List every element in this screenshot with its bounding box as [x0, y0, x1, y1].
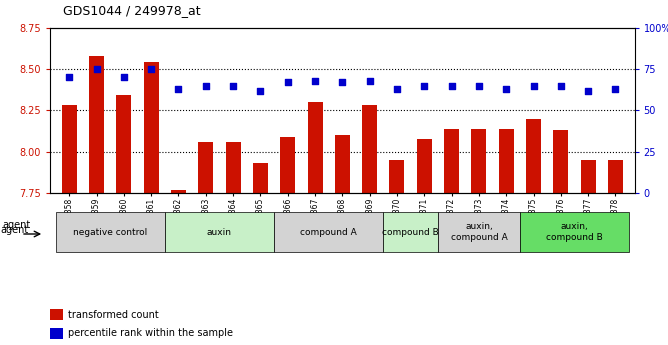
Text: GDS1044 / 249978_at: GDS1044 / 249978_at [63, 4, 201, 17]
Bar [50, 309, 63, 320]
Bar [171, 190, 186, 193]
Point [364, 78, 375, 83]
Bar [116, 96, 132, 193]
Point [64, 75, 75, 80]
Point [610, 86, 621, 92]
Bar [226, 142, 240, 193]
Point [283, 79, 293, 85]
Point [528, 83, 539, 88]
Bar [580, 160, 596, 193]
Point [556, 83, 566, 88]
Bar [553, 130, 568, 193]
Point [92, 66, 102, 72]
Point [255, 88, 266, 93]
Bar [417, 139, 432, 193]
Bar [55, 212, 165, 252]
Bar [307, 102, 323, 193]
Text: transformed count: transformed count [67, 310, 158, 319]
Text: agent: agent [3, 220, 31, 230]
Point [173, 86, 184, 92]
Bar [253, 164, 268, 193]
Text: auxin,
compound B: auxin, compound B [546, 222, 603, 242]
Bar [389, 160, 405, 193]
Bar [198, 142, 213, 193]
Point [118, 75, 129, 80]
Bar [526, 119, 541, 193]
Bar [280, 137, 295, 193]
Point [337, 79, 348, 85]
Text: agent: agent [0, 225, 28, 235]
Point [228, 83, 238, 88]
Text: auxin: auxin [207, 227, 232, 237]
Point [446, 83, 457, 88]
Point [200, 83, 211, 88]
Bar [520, 212, 629, 252]
Point [419, 83, 430, 88]
Bar [383, 212, 438, 252]
Bar [608, 160, 623, 193]
Point [146, 66, 156, 72]
Text: compound A: compound A [301, 227, 357, 237]
Point [474, 83, 484, 88]
Bar [438, 212, 520, 252]
Bar [144, 62, 159, 193]
Text: percentile rank within the sample: percentile rank within the sample [67, 328, 232, 338]
Bar [362, 106, 377, 193]
Point [391, 86, 402, 92]
Text: auxin,
compound A: auxin, compound A [450, 222, 507, 242]
Bar [50, 328, 63, 339]
Bar [472, 129, 486, 193]
Bar [444, 129, 459, 193]
Bar [274, 212, 383, 252]
Point [582, 88, 593, 93]
Bar [61, 106, 77, 193]
Point [310, 78, 321, 83]
Bar [335, 135, 350, 193]
Text: compound B: compound B [382, 227, 439, 237]
Bar [499, 129, 514, 193]
Point [501, 86, 512, 92]
Bar [89, 56, 104, 193]
Bar [165, 212, 274, 252]
Text: negative control: negative control [73, 227, 148, 237]
